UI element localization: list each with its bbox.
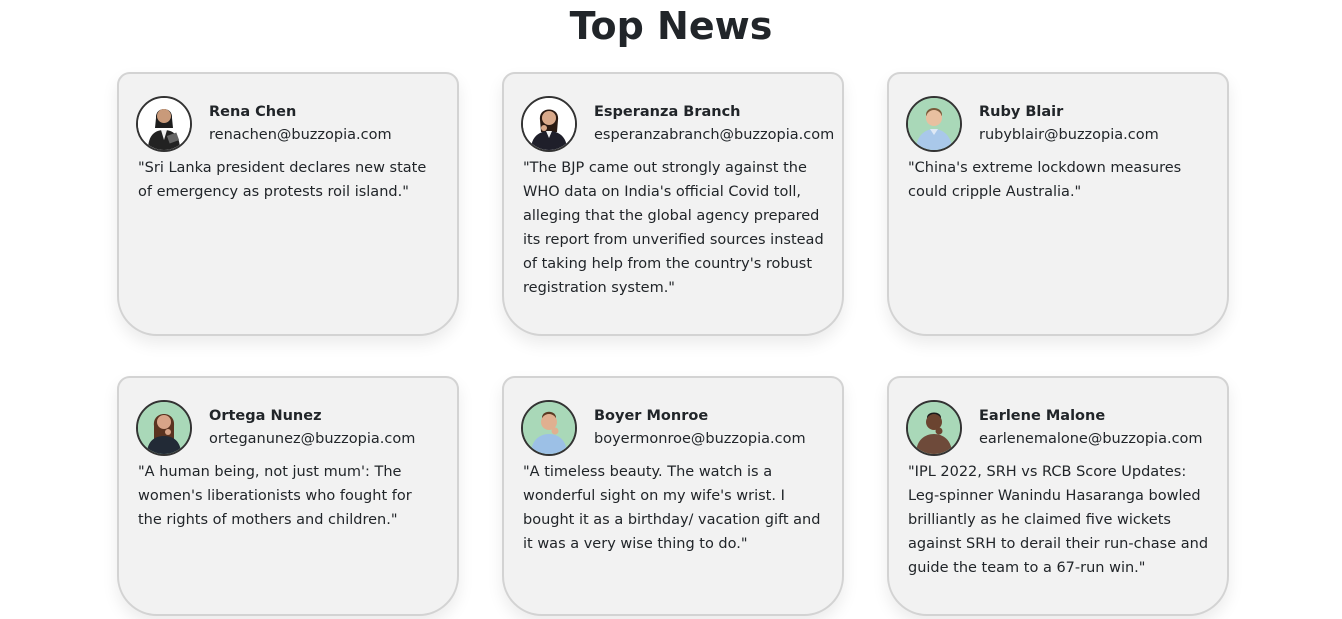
card-header: Rena Chen renachen@buzzopia.com xyxy=(136,94,439,154)
person-man-shirt-icon xyxy=(908,98,960,150)
author-meta: Boyer Monroe boyermonroe@buzzopia.com xyxy=(594,405,806,451)
avatar xyxy=(136,96,192,152)
news-card: Earlene Malone earlenemalone@buzzopia.co… xyxy=(887,376,1229,616)
author-meta: Earlene Malone earlenemalone@buzzopia.co… xyxy=(979,405,1203,451)
headline-text: "A human being, not just mum': The women… xyxy=(138,464,412,528)
avatar xyxy=(906,96,962,152)
headline-text: "A timeless beauty. The watch is a wonde… xyxy=(523,464,821,552)
author-meta: Rena Chen renachen@buzzopia.com xyxy=(209,101,392,147)
author-email[interactable]: orteganunez@buzzopia.com xyxy=(209,431,416,447)
author-email[interactable]: rubyblair@buzzopia.com xyxy=(979,127,1159,143)
author-name: Esperanza Branch xyxy=(594,104,741,120)
headline-text: "IPL 2022, SRH vs RCB Score Updates: Leg… xyxy=(908,464,1209,576)
author-meta: Ortega Nunez orteganunez@buzzopia.com xyxy=(209,405,415,451)
card-header: Esperanza Branch esperanzabranch@buzzopi… xyxy=(521,94,834,154)
news-card: Rena Chen renachen@buzzopia.com "Sri Lan… xyxy=(117,72,459,336)
card-header: Boyer Monroe boyermonroe@buzzopia.com xyxy=(521,398,824,458)
author-email[interactable]: esperanzabranch@buzzopia.com xyxy=(594,127,835,143)
person-man-thinking-icon xyxy=(523,402,575,454)
author-name: Ortega Nunez xyxy=(209,408,322,424)
news-card: Esperanza Branch esperanzabranch@buzzopi… xyxy=(502,72,844,336)
author-meta: Ruby Blair rubyblair@buzzopia.com xyxy=(979,101,1159,147)
author-email[interactable]: earlenemalone@buzzopia.com xyxy=(979,431,1203,447)
card-header: Ortega Nunez orteganunez@buzzopia.com xyxy=(136,398,439,458)
person-man-thinking-icon xyxy=(908,402,960,454)
person-woman-thinking-icon xyxy=(523,98,575,150)
avatar xyxy=(521,400,577,456)
avatar xyxy=(521,96,577,152)
page-title: Top News xyxy=(569,4,773,48)
avatar xyxy=(906,400,962,456)
news-card: Ortega Nunez orteganunez@buzzopia.com "A… xyxy=(117,376,459,616)
headline-text: "Sri Lanka president declares new state … xyxy=(138,160,427,200)
card-header: Ruby Blair rubyblair@buzzopia.com xyxy=(906,94,1209,154)
author-meta: Esperanza Branch esperanzabranch@buzzopi… xyxy=(594,101,834,147)
person-woman-thinking-icon xyxy=(138,402,190,454)
author-email[interactable]: renachen@buzzopia.com xyxy=(209,127,392,143)
card-header: Earlene Malone earlenemalone@buzzopia.co… xyxy=(906,398,1209,458)
author-name: Earlene Malone xyxy=(979,408,1106,424)
news-card: Boyer Monroe boyermonroe@buzzopia.com "A… xyxy=(502,376,844,616)
news-card: Ruby Blair rubyblair@buzzopia.com "China… xyxy=(887,72,1229,336)
person-woman-suit-icon xyxy=(138,98,190,150)
headline-text: "China's extreme lockdown measures could… xyxy=(908,160,1182,200)
headline-text: "The BJP came out strongly against the W… xyxy=(523,160,824,296)
author-name: Boyer Monroe xyxy=(594,408,709,424)
author-name: Rena Chen xyxy=(209,104,297,120)
author-name: Ruby Blair xyxy=(979,104,1064,120)
avatar xyxy=(136,400,192,456)
author-email[interactable]: boyermonroe@buzzopia.com xyxy=(594,431,806,447)
